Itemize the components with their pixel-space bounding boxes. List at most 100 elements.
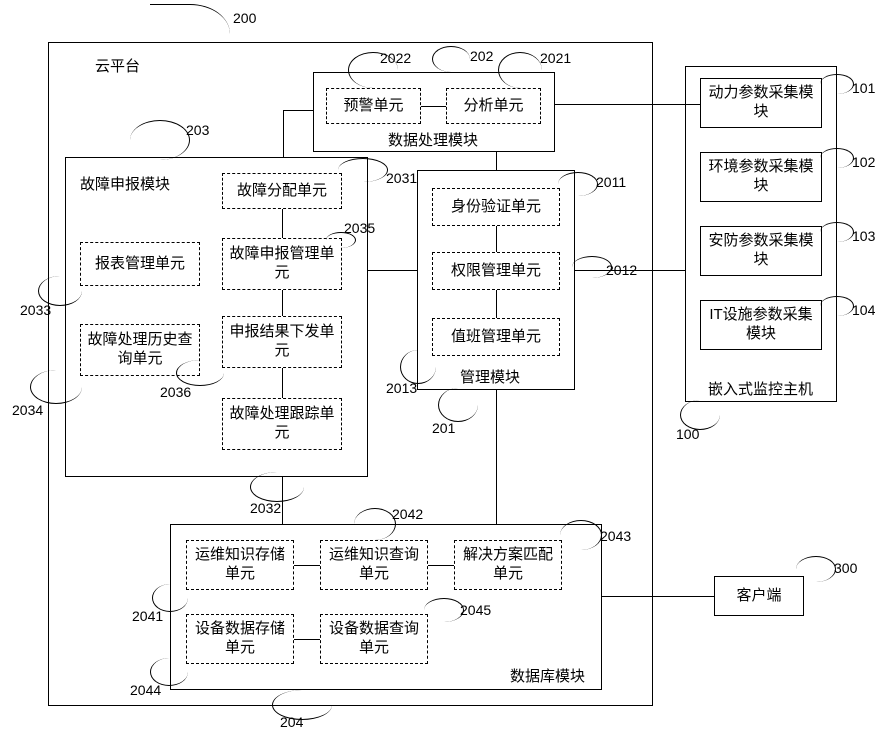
result-dispatch-unit: 申报结果下发单元 — [222, 316, 342, 368]
leader-200 — [150, 4, 230, 64]
cloud-title: 云平台 — [95, 55, 140, 76]
conn-rptmgmt-dispatch — [282, 290, 283, 316]
leader-102 — [820, 148, 854, 168]
warning-unit-label: 预警单元 — [343, 97, 403, 116]
duty-label: 值班管理单元 — [451, 328, 541, 347]
leader-103 — [820, 222, 854, 242]
ref-201: 201 — [432, 420, 455, 436]
auth-unit: 身份验证单元 — [432, 188, 560, 226]
ref-2013: 2013 — [386, 380, 417, 396]
leader-2043 — [560, 520, 602, 550]
power-label: 动力参数采集模块 — [705, 84, 817, 122]
ref-2011: 2011 — [596, 174, 626, 190]
report-mgmt-label: 报表管理单元 — [95, 255, 185, 274]
it-module: IT设施参数采集模块 — [700, 300, 822, 350]
leader-2021 — [498, 52, 542, 88]
leader-201 — [438, 388, 478, 422]
data-processing-title: 数据处理模块 — [388, 129, 478, 150]
management-title: 管理模块 — [460, 366, 520, 387]
result-dispatch-label: 申报结果下发单元 — [227, 323, 337, 361]
opm-store-label: 运维知识存储单元 — [191, 546, 289, 584]
opm-query-unit: 运维知识查询单元 — [320, 540, 428, 590]
ref-203: 203 — [186, 122, 209, 138]
ref-2036: 2036 — [160, 384, 191, 400]
fault-track-label: 故障处理跟踪单元 — [227, 405, 337, 443]
power-module: 动力参数采集模块 — [700, 78, 822, 128]
analysis-unit: 分析单元 — [446, 88, 541, 124]
dev-store-label: 设备数据存储单元 — [191, 620, 289, 658]
ref-101: 101 — [852, 80, 875, 96]
history-query-label: 故障处理历史查询单元 — [85, 331, 195, 369]
conn-opmquery-solmatch — [428, 565, 454, 566]
conn-auth-perm — [496, 226, 497, 252]
client-label: 客户端 — [736, 587, 781, 606]
sec-module: 安防参数采集模块 — [700, 226, 822, 276]
ref-2042: 2042 — [392, 506, 423, 522]
env-module: 环境参数采集模块 — [700, 152, 822, 202]
ref-2033: 2033 — [20, 302, 51, 318]
analysis-unit-label: 分析单元 — [463, 97, 523, 116]
leader-300 — [796, 556, 836, 582]
leader-2031 — [338, 158, 388, 182]
leader-203 — [130, 120, 190, 160]
ref-103: 103 — [852, 228, 875, 244]
ref-2044: 2044 — [130, 682, 161, 698]
leader-104 — [820, 296, 854, 316]
ref-2031: 2031 — [386, 170, 417, 186]
conn-dp-left — [283, 110, 313, 111]
ref-202: 202 — [470, 48, 493, 64]
dev-query-label: 设备数据查询单元 — [325, 620, 423, 658]
conn-devstore-devquery — [294, 639, 320, 640]
leader-2013 — [400, 350, 436, 384]
leader-202 — [432, 46, 470, 72]
leader-2035 — [326, 232, 356, 248]
leader-2011 — [558, 172, 598, 196]
leader-2042 — [354, 508, 396, 540]
fault-rpt-mgmt-unit: 故障申报管理单元 — [222, 238, 342, 290]
conn-frm-db — [282, 477, 283, 524]
leader-2032 — [250, 472, 304, 502]
leader-2034 — [30, 370, 82, 404]
fault-report-title: 故障申报模块 — [80, 173, 170, 194]
client-box: 客户端 — [714, 576, 804, 616]
warning-unit: 预警单元 — [326, 88, 421, 124]
env-label: 环境参数采集模块 — [705, 158, 817, 196]
conn-dp-mgmt — [496, 152, 497, 170]
diagram-stage: 云平台 200 数据处理模块 预警单元 分析单元 2022 202 2021 故… — [0, 0, 885, 734]
conn-assign-rptmgmt — [282, 209, 283, 238]
host-title: 嵌入式监控主机 — [708, 378, 813, 399]
duty-unit: 值班管理单元 — [432, 318, 560, 356]
ref-2034: 2034 — [12, 402, 43, 418]
perm-unit: 权限管理单元 — [432, 252, 560, 290]
perm-label: 权限管理单元 — [451, 262, 541, 281]
conn-opmstore-opmquery — [294, 565, 320, 566]
conn-warning-analysis — [421, 106, 446, 107]
ref-102: 102 — [852, 154, 875, 170]
conn-db-client — [602, 596, 714, 597]
fault-rpt-mgmt-label: 故障申报管理单元 — [227, 245, 337, 283]
opm-query-label: 运维知识查询单元 — [325, 546, 423, 584]
sol-match-label: 解决方案匹配单元 — [459, 546, 557, 584]
ref-2045: 2045 — [460, 602, 491, 618]
ref-200: 200 — [233, 10, 256, 26]
conn-mgmt-db — [496, 390, 497, 524]
conn-dp-power — [555, 104, 700, 105]
ref-300: 300 — [834, 560, 857, 576]
database-title: 数据库模块 — [510, 665, 585, 686]
opm-store-unit: 运维知识存储单元 — [186, 540, 294, 590]
conn-dispatch-track — [282, 368, 283, 398]
report-mgmt-unit: 报表管理单元 — [80, 242, 200, 286]
ref-2043: 2043 — [600, 528, 631, 544]
sec-label: 安防参数采集模块 — [705, 232, 817, 270]
fault-assign-unit: 故障分配单元 — [222, 173, 342, 209]
conn-mgmt-host — [575, 270, 685, 271]
auth-label: 身份验证单元 — [451, 198, 541, 217]
it-label: IT设施参数采集模块 — [705, 306, 817, 344]
conn-dp-down — [283, 110, 284, 157]
leader-2036 — [176, 360, 224, 386]
ref-2041: 2041 — [132, 608, 163, 624]
ref-2022: 2022 — [380, 50, 411, 66]
fault-track-unit: 故障处理跟踪单元 — [222, 398, 342, 450]
ref-104: 104 — [852, 302, 875, 318]
sol-match-unit: 解决方案匹配单元 — [454, 540, 562, 590]
